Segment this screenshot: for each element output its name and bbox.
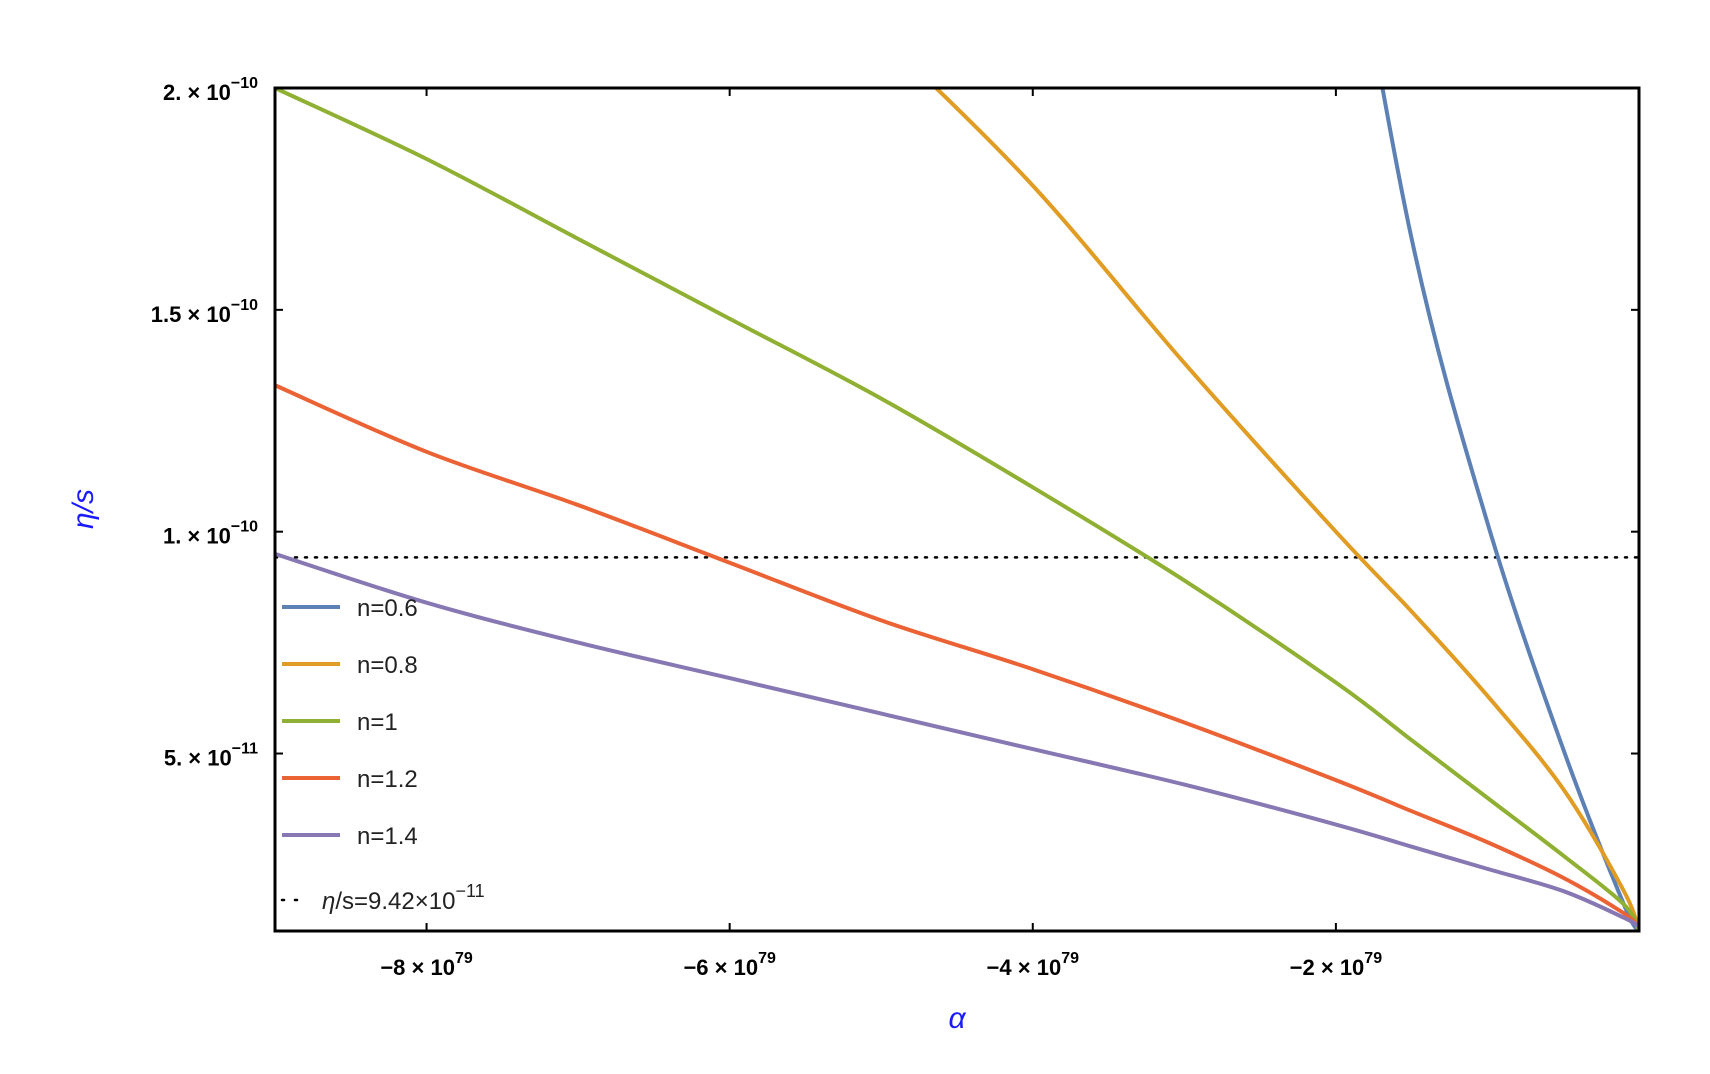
series-layer	[275, 88, 1639, 931]
x-tick-label: −2 × 1079	[1290, 950, 1383, 980]
y-axis-title: η/s	[67, 489, 100, 529]
series-line-n-0-6	[1380, 88, 1639, 931]
x-tick-label: −4 × 1079	[987, 950, 1080, 980]
series-line-n-1	[275, 88, 1639, 931]
legend: n=0.6 n=0.8 n=1 n=1.2 n=1.4 η/s=9.42×10−11	[280, 595, 485, 915]
plot-frame	[273, 86, 1641, 933]
legend-label: n=1	[357, 709, 398, 736]
x-axis-title: α	[948, 1002, 966, 1035]
legend-label: n=1.2	[357, 766, 418, 793]
plot-area	[275, 88, 1639, 931]
legend-label: n=0.8	[357, 652, 418, 679]
legend-label: n=1.4	[357, 823, 418, 850]
y-tick-label: 5. × 10−11	[164, 741, 258, 771]
legend-label: n=0.6	[357, 595, 418, 622]
y-tick-label: 1.5 × 10−10	[151, 297, 258, 327]
y-tick-label: 2. × 10−10	[163, 75, 258, 105]
y-tick-labels: 5. × 10−11 1. × 10−10 1.5 × 10−10 2. × 10−1…	[151, 75, 258, 771]
series-line-n-0-8	[933, 88, 1639, 931]
series-line-n-1-2	[275, 383, 1639, 929]
y-tick-label: 1. × 10−10	[163, 519, 258, 549]
legend-label-reference: η/s=9.42×10−11	[322, 881, 485, 915]
x-tick-label: −8 × 1079	[380, 950, 473, 980]
x-tick-labels: −8 × 1079 −6 × 1079 −4 × 1079 −2 × 1079	[380, 950, 1382, 980]
series-line-n-1-4	[275, 551, 1639, 929]
x-tick-label: −6 × 1079	[683, 950, 776, 980]
series-group	[275, 88, 1639, 931]
